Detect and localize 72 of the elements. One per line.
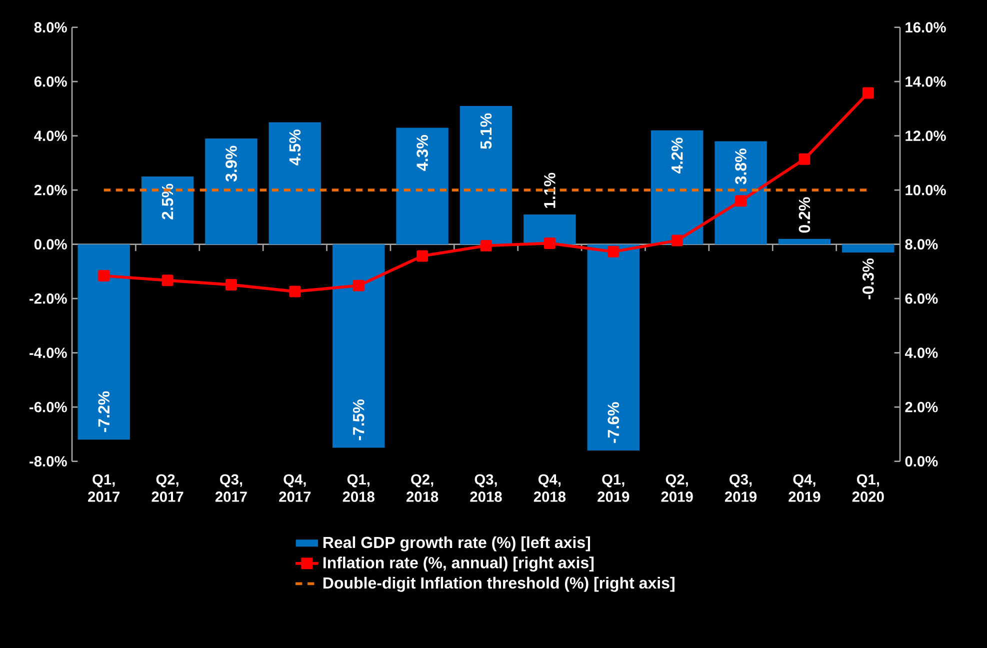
y2-tick-label: 4.0% (904, 348, 938, 358)
data-label: 0.2% (798, 197, 810, 233)
y-tick-label: -8.0% (30, 456, 67, 467)
x-tick-label: Q1, 2018 (342, 474, 374, 502)
bar (332, 244, 385, 448)
bar (396, 128, 448, 244)
data-label: 4.5% (289, 130, 301, 166)
point (608, 246, 620, 258)
y-tick-label: 4.0% (34, 130, 67, 142)
data-label: -7.6% (608, 402, 620, 443)
bar (587, 244, 640, 450)
data-label: 3.9% (226, 146, 237, 182)
bar (524, 214, 576, 244)
data-label: -7.2% (98, 391, 110, 432)
point (544, 238, 556, 249)
point (352, 280, 364, 292)
x-tick-label: Q2, 2019 (661, 474, 693, 502)
y2-tick-label: 10.0% (906, 184, 946, 196)
bar (141, 176, 194, 244)
legend-label: Double-digit Inflation threshold (%) [right axis] (323, 576, 674, 592)
y-tick-label: 0.0% (34, 239, 67, 250)
y2-tick-label: 0.0% (905, 456, 938, 467)
y2-tick-label: 8.0% (905, 239, 938, 250)
y-tick-label: -4.0% (30, 348, 67, 358)
bar (842, 244, 894, 252)
data-label: 4.3% (416, 135, 428, 171)
y2-tick-label: 2.0% (905, 402, 938, 412)
legend-label: Real GDP growth rate (%) [left axis] (323, 536, 590, 552)
point (226, 279, 237, 290)
data-label: -0.3% (862, 258, 874, 300)
data-label: 3.8% (735, 148, 746, 184)
data-label: 4.2% (671, 138, 683, 174)
bar (650, 130, 704, 244)
point (735, 195, 747, 207)
x-tick-label: Q1, 2019 (598, 474, 630, 502)
y-tick-label: 6.0% (34, 76, 67, 87)
y-tick-label: -2.0% (30, 293, 67, 304)
point (671, 234, 683, 246)
bar (778, 238, 831, 244)
data-label: 2.5% (162, 184, 174, 220)
y2-tick-label: 6.0% (905, 293, 938, 304)
x-tick-label: Q2, 2017 (152, 474, 184, 502)
point (480, 240, 492, 252)
y-tick-label: 2.0% (34, 184, 67, 196)
y-tick-label: 8.0% (34, 22, 67, 33)
legend-label: Inflation rate (%, annual) [right axis] (323, 556, 594, 572)
data-label: -7.5% (352, 399, 364, 440)
x-tick-label: Q2, 2018 (406, 474, 438, 502)
y2-tick-label: 12.0% (906, 130, 946, 142)
point (162, 274, 174, 286)
y2-tick-label: 14.0% (906, 76, 946, 87)
y2-tick-label: 16.0% (906, 22, 946, 33)
point (416, 250, 428, 262)
point (98, 270, 110, 282)
x-tick-label: Q4, 2018 (534, 474, 566, 502)
bar (205, 138, 258, 244)
y-tick-label: -6.0% (30, 402, 67, 412)
bar (714, 141, 767, 244)
x-tick-label: Q4, 2017 (279, 474, 311, 502)
x-tick-label: Q3, 2017 (215, 474, 247, 502)
x-tick-label: Q3, 2018 (470, 474, 502, 502)
bar (78, 244, 130, 440)
point (862, 87, 874, 99)
x-tick-label: Q4, 2019 (788, 474, 820, 502)
x-tick-label: Q3, 2019 (724, 474, 757, 502)
data-label: 5.1% (480, 113, 492, 149)
bar (268, 122, 322, 244)
x-tick-label: Q1, 2017 (88, 474, 120, 502)
point (289, 286, 301, 298)
bar (460, 106, 512, 244)
point (798, 153, 810, 165)
x-tick-label: Q1, 2020 (852, 474, 884, 502)
